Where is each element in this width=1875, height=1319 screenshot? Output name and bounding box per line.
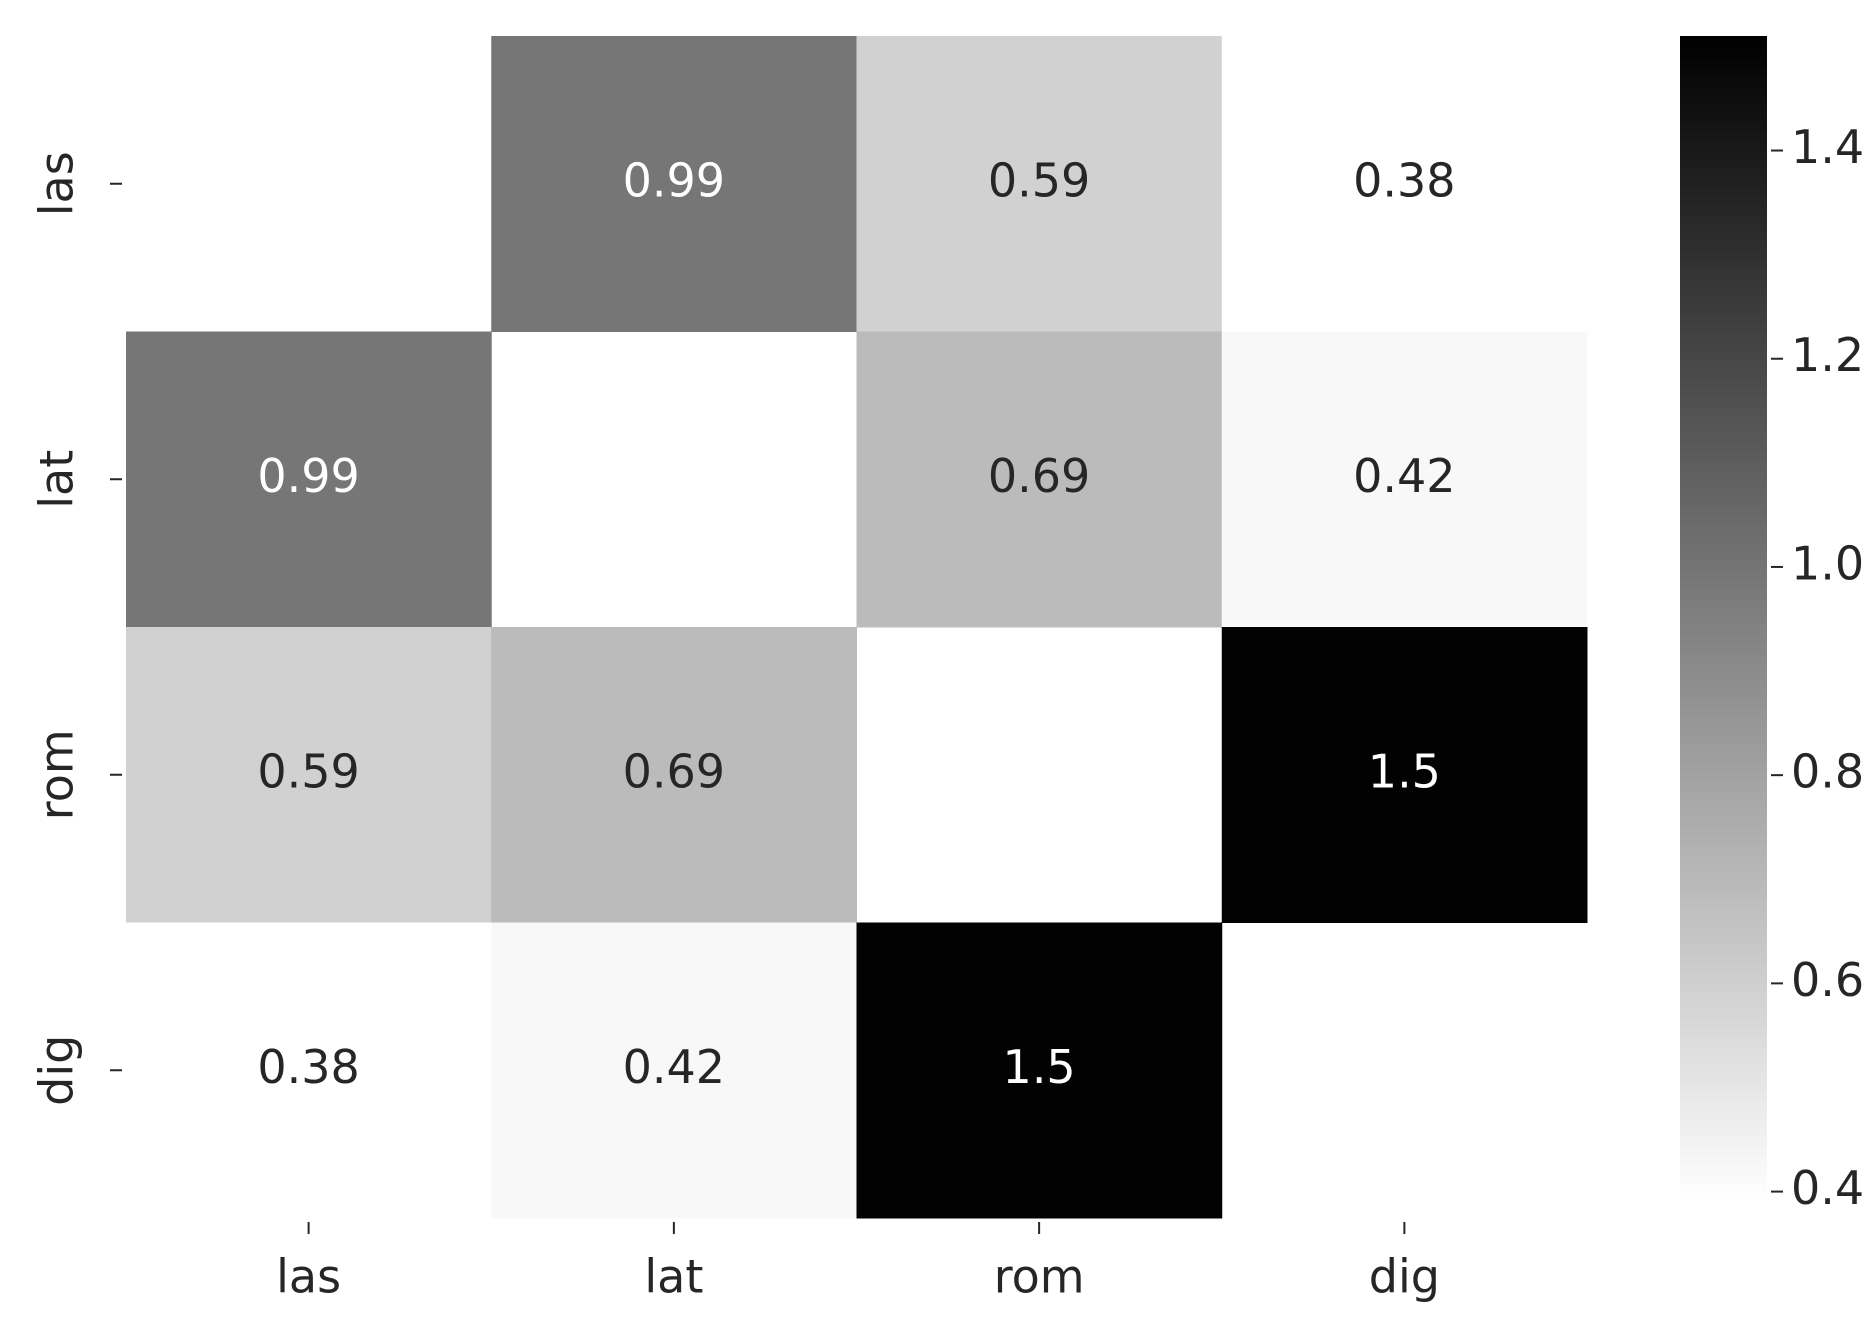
cell-label: 0.69 xyxy=(623,744,725,798)
heatmap-cell xyxy=(491,36,857,332)
heatmap-cell xyxy=(1221,627,1588,923)
cell-label: 0.99 xyxy=(623,153,725,207)
colorbar-tick-label: 0.4 xyxy=(1791,1161,1864,1215)
colorbar-tick-label: 0.6 xyxy=(1791,953,1864,1007)
colorbar-tick-label: 1.0 xyxy=(1791,536,1864,590)
heatmap-cell xyxy=(856,36,1223,332)
colorbar-tick-label: 1.4 xyxy=(1791,120,1864,174)
heatmap-cell xyxy=(1221,36,1588,332)
x-tick-label: rom xyxy=(994,1250,1085,1304)
cell-label: 0.69 xyxy=(988,449,1090,503)
heatmap-cell xyxy=(491,627,857,923)
heatmap-cell xyxy=(126,627,492,923)
heatmap-cell xyxy=(856,331,1223,628)
cell-label: 1.5 xyxy=(1003,1040,1076,1094)
colorbar xyxy=(1680,36,1767,1202)
y-tick-label: dig xyxy=(30,1035,84,1106)
heatmap-cell xyxy=(126,331,492,628)
heatmap-cell xyxy=(126,922,492,1219)
cell-label: 0.99 xyxy=(257,449,359,503)
y-tick-label: las xyxy=(30,151,84,216)
colorbar-tick-label: 0.8 xyxy=(1791,745,1864,799)
cell-label: 0.59 xyxy=(988,153,1090,207)
cell-label: 1.5 xyxy=(1368,744,1441,798)
cell-label: 0.59 xyxy=(257,744,359,798)
heatmap-cell xyxy=(491,922,857,1219)
cell-label: 0.38 xyxy=(257,1040,359,1094)
x-tick-label: las xyxy=(276,1250,341,1304)
cell-label: 0.42 xyxy=(1353,449,1455,503)
heatmap-cell xyxy=(856,922,1223,1219)
x-tick-label: dig xyxy=(1369,1250,1440,1304)
cell-label: 0.42 xyxy=(623,1040,725,1094)
x-tick-label: lat xyxy=(644,1250,703,1304)
colorbar-tick-label: 1.2 xyxy=(1791,328,1864,382)
y-tick-label: lat xyxy=(30,450,84,509)
y-tick-label: rom xyxy=(30,729,84,820)
cell-label: 0.38 xyxy=(1353,153,1455,207)
heatmap-cell xyxy=(1221,331,1588,628)
